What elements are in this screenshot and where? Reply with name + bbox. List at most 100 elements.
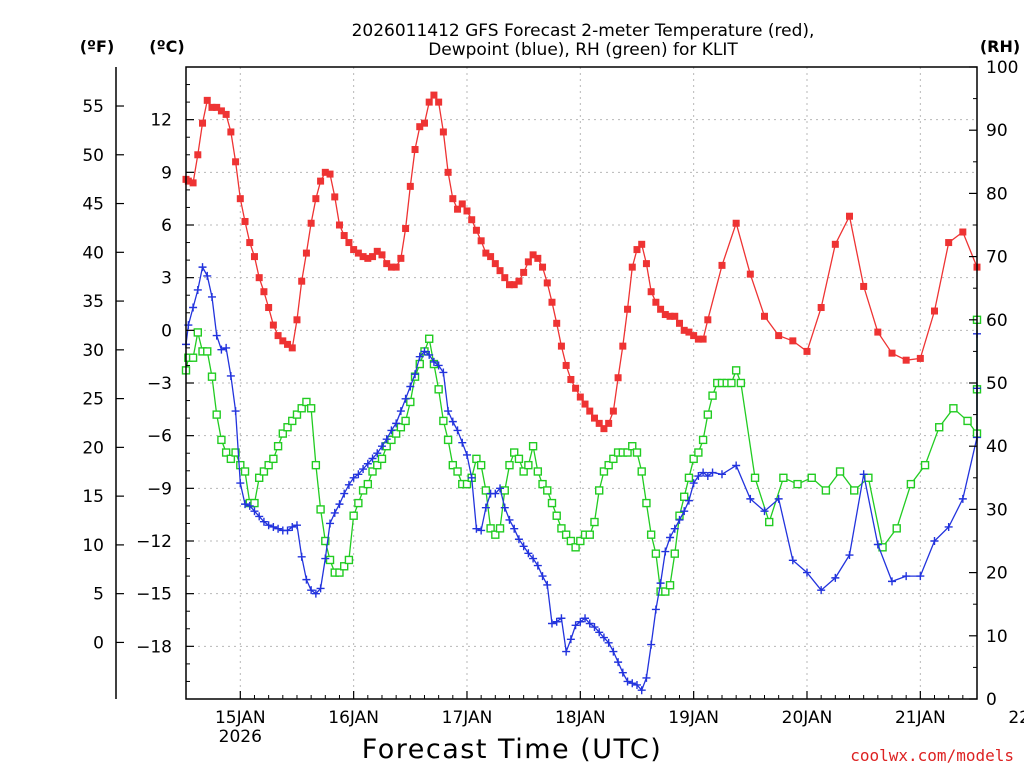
rh-point bbox=[632, 448, 642, 457]
dewpoint-point bbox=[675, 515, 684, 524]
dewpoint-point bbox=[207, 292, 216, 301]
temperature-point bbox=[548, 298, 556, 306]
rh-point bbox=[727, 378, 736, 388]
temperature-point bbox=[378, 251, 386, 259]
rh-point bbox=[259, 467, 269, 476]
gridlines bbox=[186, 67, 977, 699]
dewpoint-point bbox=[505, 515, 514, 524]
temperature-point bbox=[619, 342, 627, 350]
dewpoint-point bbox=[609, 647, 618, 656]
rh-point bbox=[821, 486, 831, 495]
x-tick-label: 21JAN bbox=[895, 708, 946, 728]
rh-point bbox=[434, 385, 443, 394]
rh-tick-label: 0 bbox=[986, 690, 997, 710]
temperature-point bbox=[539, 263, 547, 271]
temperature-point bbox=[392, 263, 400, 271]
dewpoint-point bbox=[717, 470, 726, 479]
rh-point bbox=[254, 473, 264, 482]
temperature-point bbox=[194, 151, 202, 159]
rh-point bbox=[543, 486, 552, 495]
temperature-point bbox=[184, 177, 192, 185]
rh-point bbox=[566, 536, 576, 546]
temperature-point bbox=[581, 400, 589, 408]
dewpoint-point bbox=[552, 617, 561, 626]
dewpoint-point bbox=[245, 501, 254, 510]
dewpoint-point bbox=[571, 621, 580, 630]
rh-point bbox=[571, 543, 580, 552]
dewpoint-point bbox=[250, 507, 259, 516]
dewpoint-point bbox=[444, 407, 453, 416]
temperature-point bbox=[888, 349, 896, 357]
rh-point bbox=[325, 555, 335, 565]
dewpoint-point bbox=[340, 489, 349, 498]
temperature-point bbox=[803, 347, 811, 355]
rh-point bbox=[538, 479, 547, 489]
dewpoint-point bbox=[514, 535, 523, 544]
dewpoint-point bbox=[198, 263, 207, 272]
celsius-tick-label: 9 bbox=[161, 163, 172, 183]
temperature-point bbox=[350, 246, 358, 254]
rh-line bbox=[185, 319, 978, 593]
temperature-point bbox=[586, 407, 594, 415]
rh-point bbox=[557, 524, 566, 533]
rh-point bbox=[505, 460, 514, 470]
rh-series bbox=[181, 315, 982, 596]
rh-tick-label: 100 bbox=[986, 58, 1018, 78]
temperature-point bbox=[458, 200, 466, 208]
rh-point bbox=[236, 460, 245, 470]
dewpoint-point bbox=[311, 589, 320, 598]
dewpoint-point bbox=[392, 419, 401, 428]
temperature-point bbox=[222, 110, 230, 118]
rh-point bbox=[524, 460, 533, 470]
rh-point bbox=[670, 549, 679, 558]
rh-tick-label: 60 bbox=[986, 311, 1008, 331]
rh-point bbox=[373, 460, 382, 470]
temperature-point bbox=[236, 195, 244, 203]
temperature-point bbox=[354, 249, 362, 257]
dewpoint-point bbox=[406, 382, 415, 391]
dewpoint-point bbox=[590, 623, 599, 632]
dewpoint-point bbox=[680, 507, 689, 516]
dewpoint-point bbox=[212, 331, 221, 340]
temperature-point bbox=[208, 103, 216, 111]
dewpoint-point bbox=[477, 526, 486, 535]
temperature-point bbox=[930, 307, 938, 315]
rh-point bbox=[358, 486, 368, 495]
rh-point bbox=[661, 587, 670, 596]
celsius-tick-label: 0 bbox=[161, 321, 172, 341]
temperature-point bbox=[572, 384, 580, 392]
temperature-point bbox=[690, 332, 698, 340]
temperature-point bbox=[487, 253, 495, 261]
rh-point bbox=[486, 524, 495, 533]
rh-point bbox=[273, 442, 283, 451]
dewpoint-point bbox=[566, 635, 575, 644]
dewpoint-point bbox=[576, 617, 585, 626]
temperature-point bbox=[605, 419, 613, 427]
temperature-point bbox=[732, 219, 740, 227]
rh-tick-label: 10 bbox=[986, 627, 1008, 647]
temperature-point bbox=[501, 274, 509, 282]
rh-point bbox=[278, 429, 288, 438]
temperature-point bbox=[515, 277, 523, 285]
rh-point bbox=[561, 530, 571, 539]
temperature-point bbox=[675, 319, 683, 327]
dewpoint-point bbox=[746, 494, 755, 503]
rh-point bbox=[443, 435, 453, 445]
temperature-point bbox=[411, 146, 419, 154]
dewpoint-point bbox=[326, 519, 335, 528]
temperature-point bbox=[520, 268, 528, 276]
dewpoint-point bbox=[259, 517, 268, 526]
dewpoint-point bbox=[363, 459, 372, 468]
dewpoint-point bbox=[307, 586, 316, 595]
dewpoint-point bbox=[241, 500, 250, 509]
axes: 129630−3−6−9−12−15−185550454035302520151… bbox=[82, 58, 1024, 747]
dewpoint-point bbox=[302, 575, 311, 584]
rh-point bbox=[793, 479, 802, 489]
celsius-tick-label: −6 bbox=[147, 427, 172, 447]
celsius-tick-label: 12 bbox=[150, 111, 172, 131]
dewpoint-point bbox=[930, 537, 939, 545]
rh-point bbox=[193, 328, 203, 337]
temperature-point bbox=[402, 225, 410, 233]
rh-tick-label: 50 bbox=[986, 374, 1008, 394]
temperature-point bbox=[250, 253, 258, 261]
